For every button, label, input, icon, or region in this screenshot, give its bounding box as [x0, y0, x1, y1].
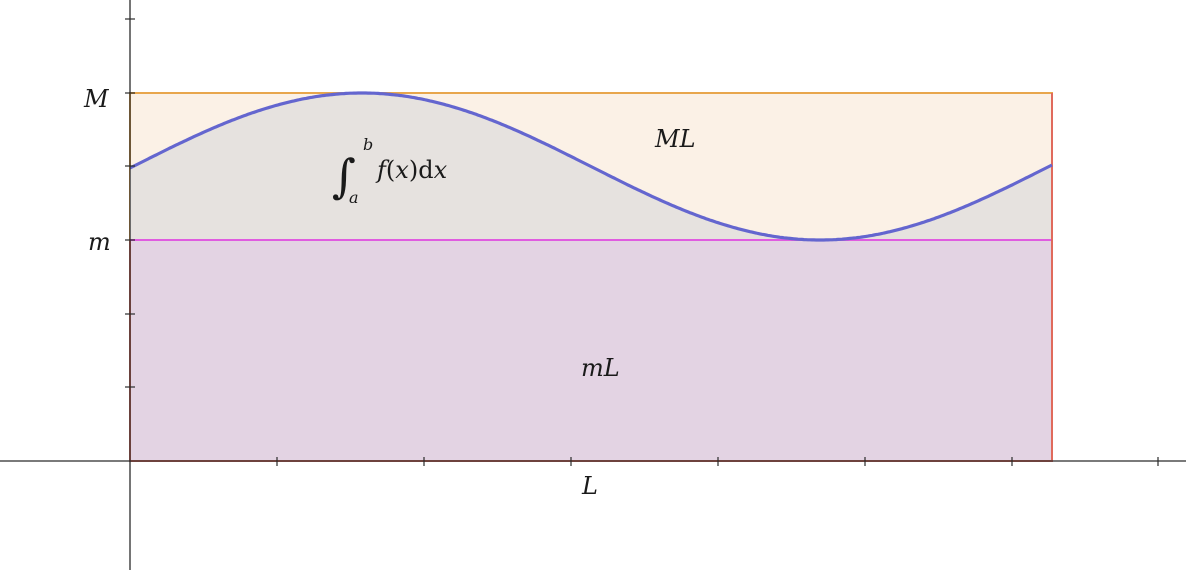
integrand-d: d: [418, 156, 433, 184]
axis-ticks: [125, 18, 1159, 466]
integrand-x: x: [395, 156, 409, 184]
integral-expression: ∫ b a f(x)dx: [332, 135, 448, 207]
integrand-paren-open: (: [386, 156, 395, 184]
integrand-paren-close: ): [409, 156, 418, 184]
x-label-L: L: [581, 472, 598, 500]
integrand: f(x)dx: [375, 156, 448, 184]
function-curve: [129, 91, 1053, 242]
y-label-m: m: [88, 228, 111, 256]
integral-upper-limit: b: [363, 135, 373, 154]
integral-sign: ∫: [332, 149, 356, 203]
integrand-dx-var: x: [434, 156, 448, 184]
area-label-mL: mL: [581, 354, 620, 382]
area-label-ML: ML: [654, 125, 696, 153]
integral-lower-limit: a: [349, 188, 359, 207]
y-label-M: M: [83, 85, 110, 113]
lower-rectangle-mL: [129, 239, 1053, 462]
